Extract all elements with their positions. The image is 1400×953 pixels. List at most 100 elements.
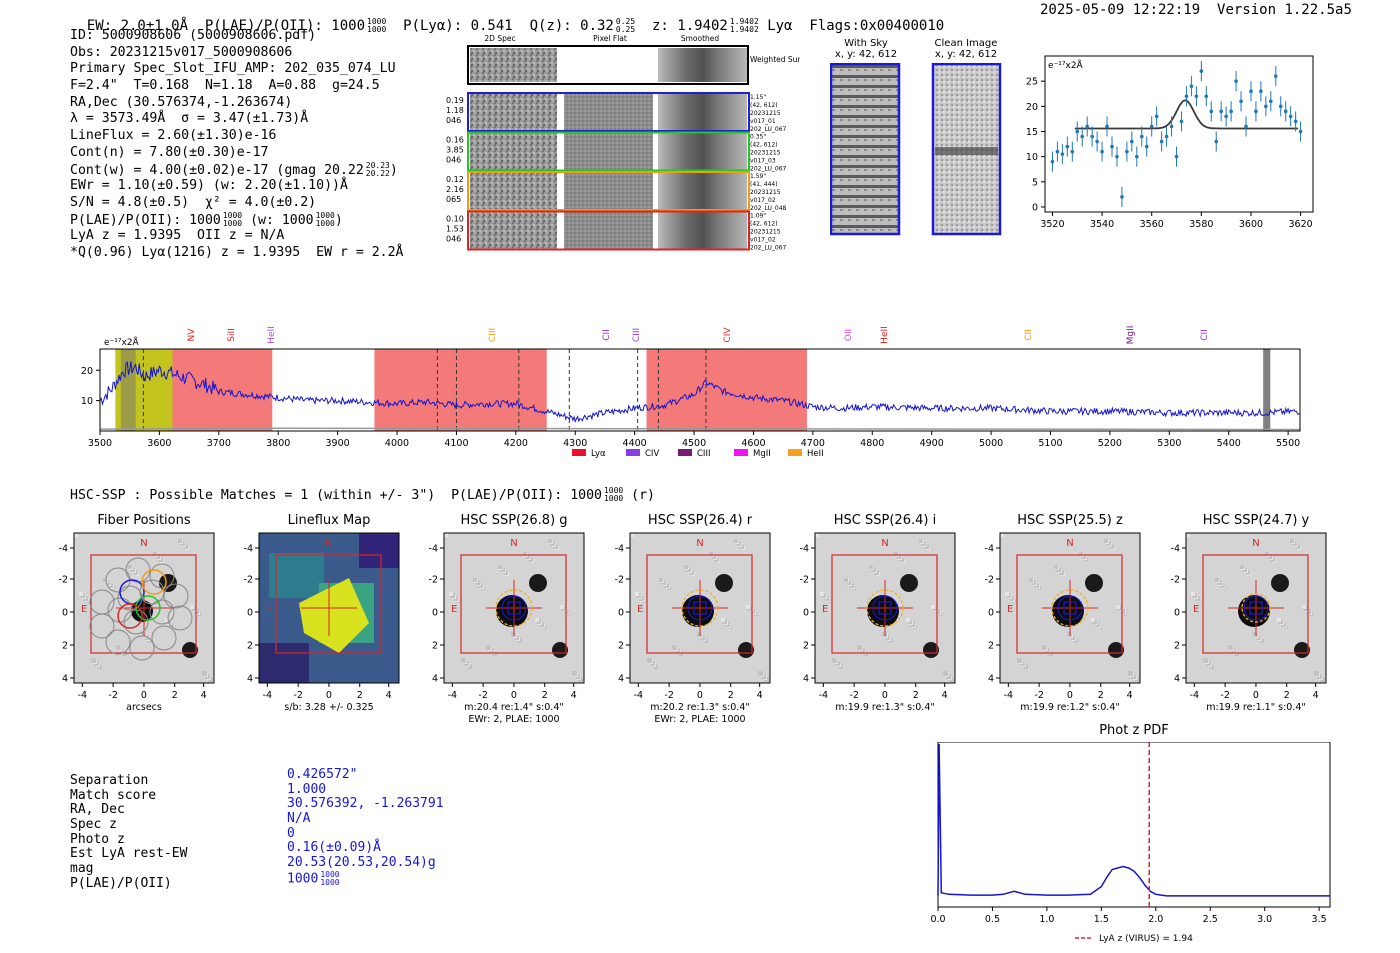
info-obs: Obs: 20231215v017_5000908606: [70, 44, 293, 60]
hsc-panel-xlabel: m:20.4 re:1.4" s:0.4": [464, 702, 564, 713]
cutout-right-label: 202_LU_067: [750, 166, 787, 173]
zoom-point: [1174, 154, 1179, 159]
zoom-point: [1164, 134, 1169, 139]
full-xtick-label: 4400: [623, 438, 647, 449]
zoom-xtick-label: 3600: [1239, 219, 1263, 230]
hsc-xtick-label: -4: [78, 690, 87, 701]
fiber-circle: [163, 583, 189, 609]
full-xtick-label: 4300: [563, 438, 587, 449]
full-xtick-label: 5100: [1038, 438, 1062, 449]
hsc-ytick-label: 2: [247, 641, 253, 652]
cutout-right-label: (41, 444): [750, 181, 778, 188]
full-xtick-label: 4600: [741, 438, 765, 449]
zoom-point: [1224, 114, 1228, 119]
hsc-xtick-label: -4: [634, 690, 643, 701]
hsc-xtick-label: -2: [293, 690, 302, 701]
hsc-panel-frame: [629, 532, 771, 684]
legend-swatch: [626, 449, 640, 456]
hsc-ytick-label: -2: [800, 575, 809, 586]
cutout-right-label: 202_LU_067: [750, 245, 787, 252]
match-ellipse: [681, 589, 719, 627]
zoom-point: [1100, 149, 1104, 154]
target-marker: [507, 601, 521, 615]
match-label: mag: [70, 861, 94, 877]
hsc-panel-title: Fiber Positions: [97, 513, 191, 528]
hsc-ytick-label: -2: [429, 575, 438, 586]
header-version: Version 1.22.5a5: [1217, 2, 1352, 18]
hsc-ytick-label: 0: [247, 608, 253, 619]
match-label: RA, Dec: [70, 802, 125, 818]
photz-legend-text: LyA z (VIRUS) = 1.94: [1099, 934, 1193, 944]
zoom-point: [1105, 124, 1109, 129]
zoom-ytick-label: 25: [1026, 77, 1038, 88]
legend-label: HeII: [807, 449, 824, 459]
zoom-point: [1229, 109, 1233, 114]
zoom-point: [1254, 109, 1258, 114]
north-label: N: [1252, 538, 1259, 549]
cutout-left-label: 0.16: [446, 136, 464, 145]
photz-xtick-label: 3.0: [1257, 914, 1272, 925]
fiber-orange: [141, 569, 167, 595]
cutout-right-label: (42, 612): [750, 221, 778, 228]
legend-label: CIV: [645, 449, 659, 459]
info-ewr: EWr = 1.10(±0.59) (w: 2.20(±1.10))Å: [70, 178, 348, 194]
hsc-ytick-label: -2: [1171, 575, 1180, 586]
match-label: Separation: [70, 773, 149, 788]
zoom-point: [1125, 149, 1129, 154]
full-xtick-label: 4000: [385, 438, 409, 449]
legend-label: CIII: [697, 449, 710, 459]
fiber-circle: [149, 563, 175, 589]
full-xtick-label: 4900: [920, 438, 944, 449]
match-value: 20.53(20.53,20.54)g: [287, 855, 436, 871]
cutout-right-label: 1.15": [750, 94, 766, 101]
hsc-ytick-label: 4: [62, 674, 68, 685]
hsc-xtick-label: 4: [571, 690, 577, 701]
weighted-sum-row: Weighted Sum: [467, 45, 800, 85]
hsc-xtick-label: 0: [697, 690, 703, 701]
header-flags: Lyα Flags:0x00400010: [767, 18, 945, 34]
hsc-panel: N E -4 4 -2 2 0 0 2 -2 4 -4 arcsecs: [59, 532, 215, 713]
hsc-xtick-label: 4: [942, 690, 948, 701]
hsc-panel-sub: EWr: 2, PLAE: 1000: [468, 714, 559, 723]
hsc-ytick-label: -2: [59, 575, 68, 586]
zoom-point: [1293, 119, 1298, 124]
hsc-panel: N E -4 4 -2 2 0 0 2 -2 4 -4 m:20.2 re:1.3" s:0.4"EWr…: [615, 532, 771, 723]
hsc-xtick-label: 2: [913, 690, 919, 701]
info-fiber: F=2.4" T=0.168 N=1.18 A=0.88 g=24.5: [70, 78, 380, 94]
hsc-ytick-label: 2: [618, 641, 624, 652]
target-marker: [1063, 601, 1077, 615]
cutout-right-label: 202_LU_067: [750, 126, 787, 133]
cutout-right-label: v017_02: [750, 197, 776, 204]
match-label: Match score: [70, 787, 157, 803]
info-q: *Q(0.96) Lyα(1216) z = 1.9395 EW r = 2.2…: [70, 244, 404, 260]
cutout-right-label: v017_01: [750, 118, 776, 125]
info-id: ID: 5000908606 (5000908606.pdf): [70, 28, 317, 43]
photz-chart: 0.0 0.5 1.0 1.5 2.0 2.5 3.0 3.5 LyA z (VIRUS) =…: [930, 742, 1331, 944]
hsc-ytick-label: 4: [988, 674, 994, 685]
cutout-left-label: 3.85: [446, 146, 464, 155]
lineflux-peak: [299, 578, 369, 653]
photz-xtick-label: 1.0: [1039, 914, 1054, 925]
photz-title: Phot z PDF: [1099, 723, 1169, 738]
hsc-ytick-label: 0: [1174, 608, 1180, 619]
zoom-point: [1179, 119, 1184, 124]
emission-line-label: CIV: [723, 327, 733, 343]
cutout-row-border: [467, 210, 750, 251]
hsc-xtick-label: -4: [1190, 690, 1199, 701]
fiber-circle: [151, 625, 177, 651]
zoom-spectrum-chart: e⁻¹⁷x2Å 3520 3540 3560 3580 3600 3620 0 5 10 15 20…: [1026, 55, 1314, 230]
zoom-point: [1085, 124, 1089, 129]
header-ew-frac: 1000 1000: [367, 17, 387, 34]
cutout-left-label: 046: [446, 156, 461, 165]
col-smoothed-label: Smoothed: [681, 34, 720, 43]
info-primary: Primary Spec_Slot_IFU_AMP: 202_035_074_L…: [70, 61, 396, 77]
hsc-panel-sub: EWr: 2, PLAE: 1000: [654, 714, 745, 723]
clean-image-title: Clean Image x, y: 42, 612: [934, 38, 998, 60]
hsc-xtick-label: 0: [326, 690, 332, 701]
photz-plot-frame: [937, 742, 1331, 908]
hsc-ytick-label: 2: [803, 641, 809, 652]
full-xtick-label: 3600: [147, 438, 171, 449]
north-label: N: [696, 538, 703, 549]
